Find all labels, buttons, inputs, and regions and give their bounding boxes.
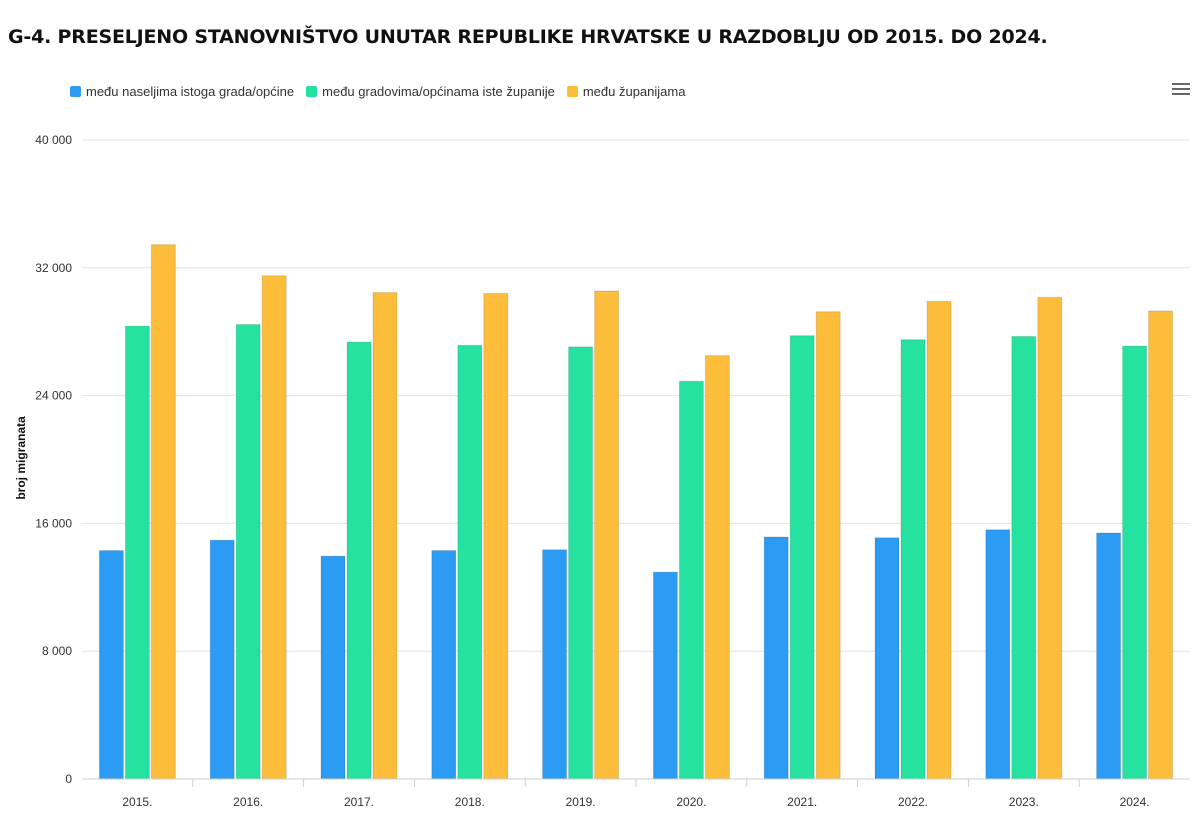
legend-item-series-3[interactable]: među županijama [566,84,686,99]
legend-item-series-2[interactable]: među gradovima/općinama iste županije [306,84,555,99]
legend-label-series-3: među županijama [582,84,686,99]
legend-swatch-series-3 [566,86,578,97]
bar-2015-series-1[interactable] [98,550,124,780]
x-tick-label: 2019. [566,795,596,809]
bar-2019-series-3[interactable] [594,290,620,780]
bar-2018-series-2[interactable] [457,344,483,780]
x-tick-label: 2018. [455,795,485,809]
bar-2017-series-3[interactable] [372,292,398,780]
bar-2022-series-1[interactable] [874,537,900,780]
bar-2017-series-1[interactable] [320,555,346,780]
bar-2023-series-3[interactable] [1037,296,1063,780]
bar-2022-series-3[interactable] [926,300,952,780]
x-tick-label: 2023. [1009,795,1039,809]
bar-2019-series-2[interactable] [568,346,594,780]
x-tick-label: 2016. [233,795,263,809]
bar-2018-series-3[interactable] [483,292,509,780]
y-tick-label: 40 000 [35,133,72,147]
bar-2024-series-2[interactable] [1122,345,1148,780]
y-tick-label: 16 000 [35,516,72,530]
legend-swatch-series-2 [306,86,318,97]
bar-2023-series-1[interactable] [985,529,1011,780]
bar-2015-series-2[interactable] [124,325,150,780]
bar-2016-series-1[interactable] [209,539,235,780]
bar-2021-series-2[interactable] [789,335,815,780]
legend-label-series-1: među naseljima istoga grada/općine [86,84,295,99]
bar-2021-series-3[interactable] [815,311,841,780]
bar-2018-series-1[interactable] [431,550,457,780]
y-axis-label: broj migranata [14,416,28,500]
legend: među naseljima istoga grada/općine među … [70,84,685,99]
y-tick-label: 24 000 [35,389,72,403]
x-tick-label: 2022. [898,795,928,809]
bar-2024-series-3[interactable] [1148,310,1174,780]
x-tick-label: 2017. [344,795,374,809]
bar-2022-series-2[interactable] [900,339,926,780]
hamburger-menu-icon[interactable] [1172,83,1190,97]
bar-2020-series-2[interactable] [678,380,704,780]
bar-2017-series-2[interactable] [346,341,372,780]
bar-2024-series-1[interactable] [1096,532,1122,780]
chart-title: G-4. PRESELJENO STANOVNIŠTVO UNUTAR REPU… [8,26,1048,48]
x-tick-label: 2024. [1120,795,1150,809]
legend-label-series-2: među gradovima/općinama iste županije [322,84,555,99]
y-tick-label: 32 000 [35,261,72,275]
bar-2016-series-2[interactable] [235,324,261,780]
bar-2015-series-3[interactable] [150,244,176,780]
y-tick-label: 0 [65,772,72,786]
bar-2020-series-3[interactable] [704,355,730,780]
bar-2016-series-3[interactable] [261,275,287,780]
x-tick-label: 2020. [676,795,706,809]
legend-item-series-1[interactable]: među naseljima istoga grada/općine [70,84,294,99]
bar-2023-series-2[interactable] [1011,335,1037,780]
bar-2019-series-1[interactable] [542,549,568,780]
bar-2021-series-1[interactable] [763,536,789,780]
legend-swatch-series-1 [70,86,81,97]
y-tick-label: 8 000 [42,644,72,658]
x-tick-label: 2015. [122,795,152,809]
bar-2020-series-1[interactable] [652,571,678,780]
x-tick-label: 2021. [787,795,817,809]
